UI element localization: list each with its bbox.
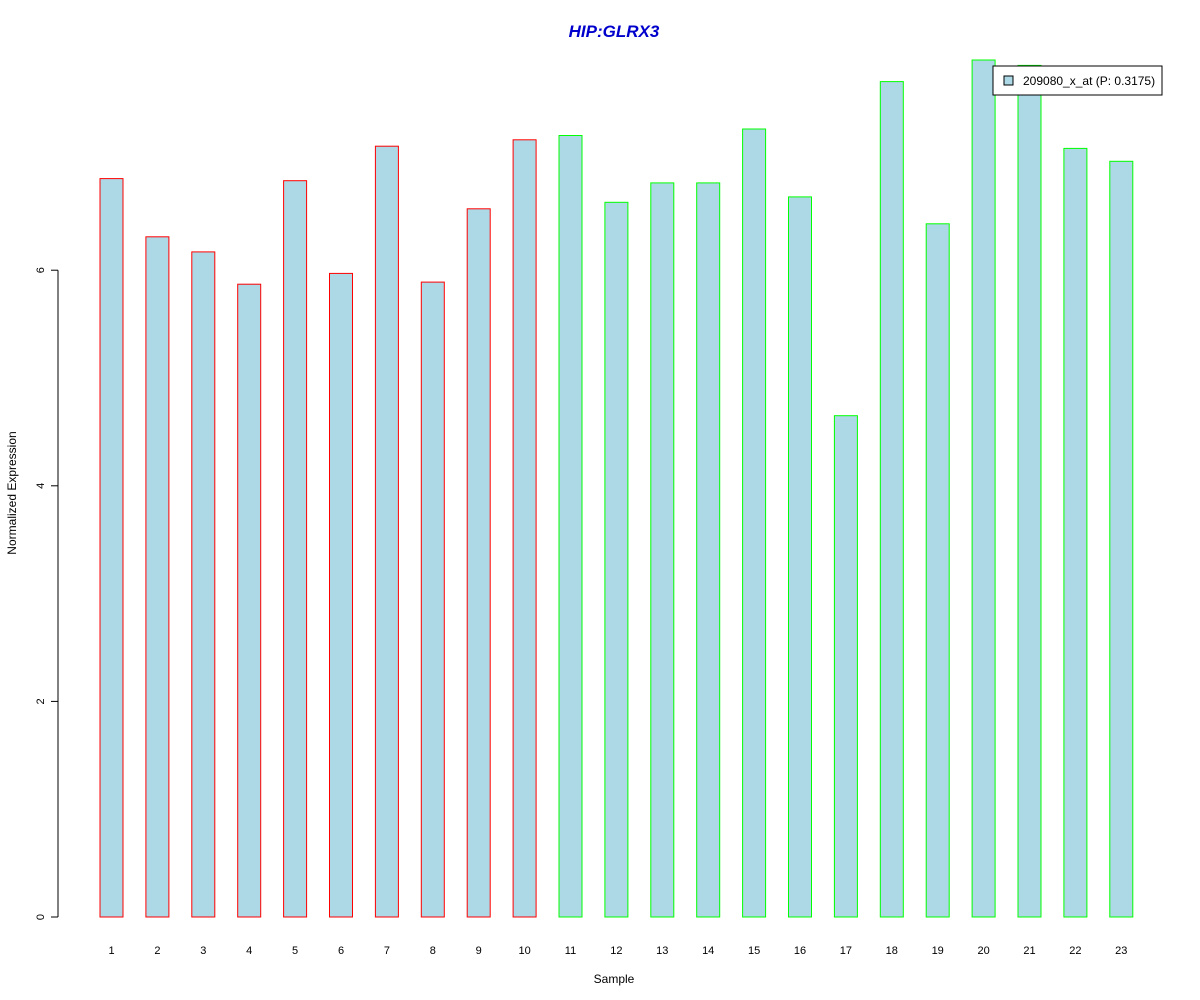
x-tick-label: 2 xyxy=(154,945,160,957)
bar xyxy=(329,272,353,918)
x-tick-label: 15 xyxy=(748,945,760,957)
chart-title: HIP:GLRX3 xyxy=(569,22,660,41)
x-tick-label: 21 xyxy=(1023,945,1035,957)
bars xyxy=(99,59,1134,918)
bar xyxy=(833,415,858,918)
x-tick-label: 11 xyxy=(565,945,576,957)
x-tick-label: 14 xyxy=(702,945,714,957)
legend-swatch xyxy=(1003,75,1014,86)
bar xyxy=(374,145,399,918)
x-tick-label: 5 xyxy=(292,945,298,957)
bar xyxy=(1063,147,1088,918)
x-axis-label: Sample xyxy=(594,972,635,986)
legend: 209080_x_at (P: 0.3175) xyxy=(992,65,1163,96)
bar xyxy=(145,236,170,918)
x-tick-label: 10 xyxy=(518,945,530,957)
x-tick-label: 17 xyxy=(840,945,852,957)
bar xyxy=(742,128,767,918)
x-tick-label: 19 xyxy=(932,945,944,957)
x-tick-label: 16 xyxy=(794,945,806,957)
x-tick-label: 4 xyxy=(246,945,252,957)
x-tick-label: 13 xyxy=(656,945,668,957)
y-tick-label: 6 xyxy=(35,267,47,273)
bar xyxy=(99,178,124,918)
bar xyxy=(512,139,537,918)
y-tick-label: 0 xyxy=(35,914,47,920)
x-tick-label: 12 xyxy=(610,945,622,957)
bar xyxy=(420,281,445,918)
x-tick-label: 7 xyxy=(384,945,390,957)
legend-label: 209080_x_at (P: 0.3175) xyxy=(1023,74,1155,88)
x-tick-label: 22 xyxy=(1069,945,1081,957)
x-tick-label: 20 xyxy=(977,945,989,957)
legend-box xyxy=(992,65,1163,96)
x-tick-label: 23 xyxy=(1115,945,1127,957)
x-tick-label: 9 xyxy=(476,945,482,957)
y-tick-label: 4 xyxy=(35,483,47,489)
bar xyxy=(558,135,583,918)
x-tick-label: 3 xyxy=(200,945,206,957)
y-tick-label: 2 xyxy=(35,698,47,704)
x-tick-labels: 1 2 3 4 5 6 7 8 9 10 11 12 13 14 15 16 17 18 19 20 21 22 23 xyxy=(108,945,1127,957)
bar xyxy=(283,180,308,918)
bar xyxy=(879,81,904,918)
bar xyxy=(650,182,675,918)
bar xyxy=(191,251,216,918)
x-tick-label: 18 xyxy=(886,945,898,957)
bar xyxy=(604,201,629,918)
bar xyxy=(1017,64,1042,918)
bar xyxy=(237,283,262,918)
bar xyxy=(925,223,950,918)
x-tick-label: 8 xyxy=(430,945,436,957)
y-axis-label: Normalized Expression xyxy=(5,431,19,554)
bar xyxy=(466,208,491,918)
bar xyxy=(1109,160,1134,918)
x-tick-label: 6 xyxy=(338,945,344,957)
bar xyxy=(696,182,721,918)
bar xyxy=(788,196,812,918)
y-axis: 0 2 4 6 xyxy=(35,267,59,920)
x-tick-label: 1 xyxy=(108,945,114,957)
bar xyxy=(971,59,996,918)
